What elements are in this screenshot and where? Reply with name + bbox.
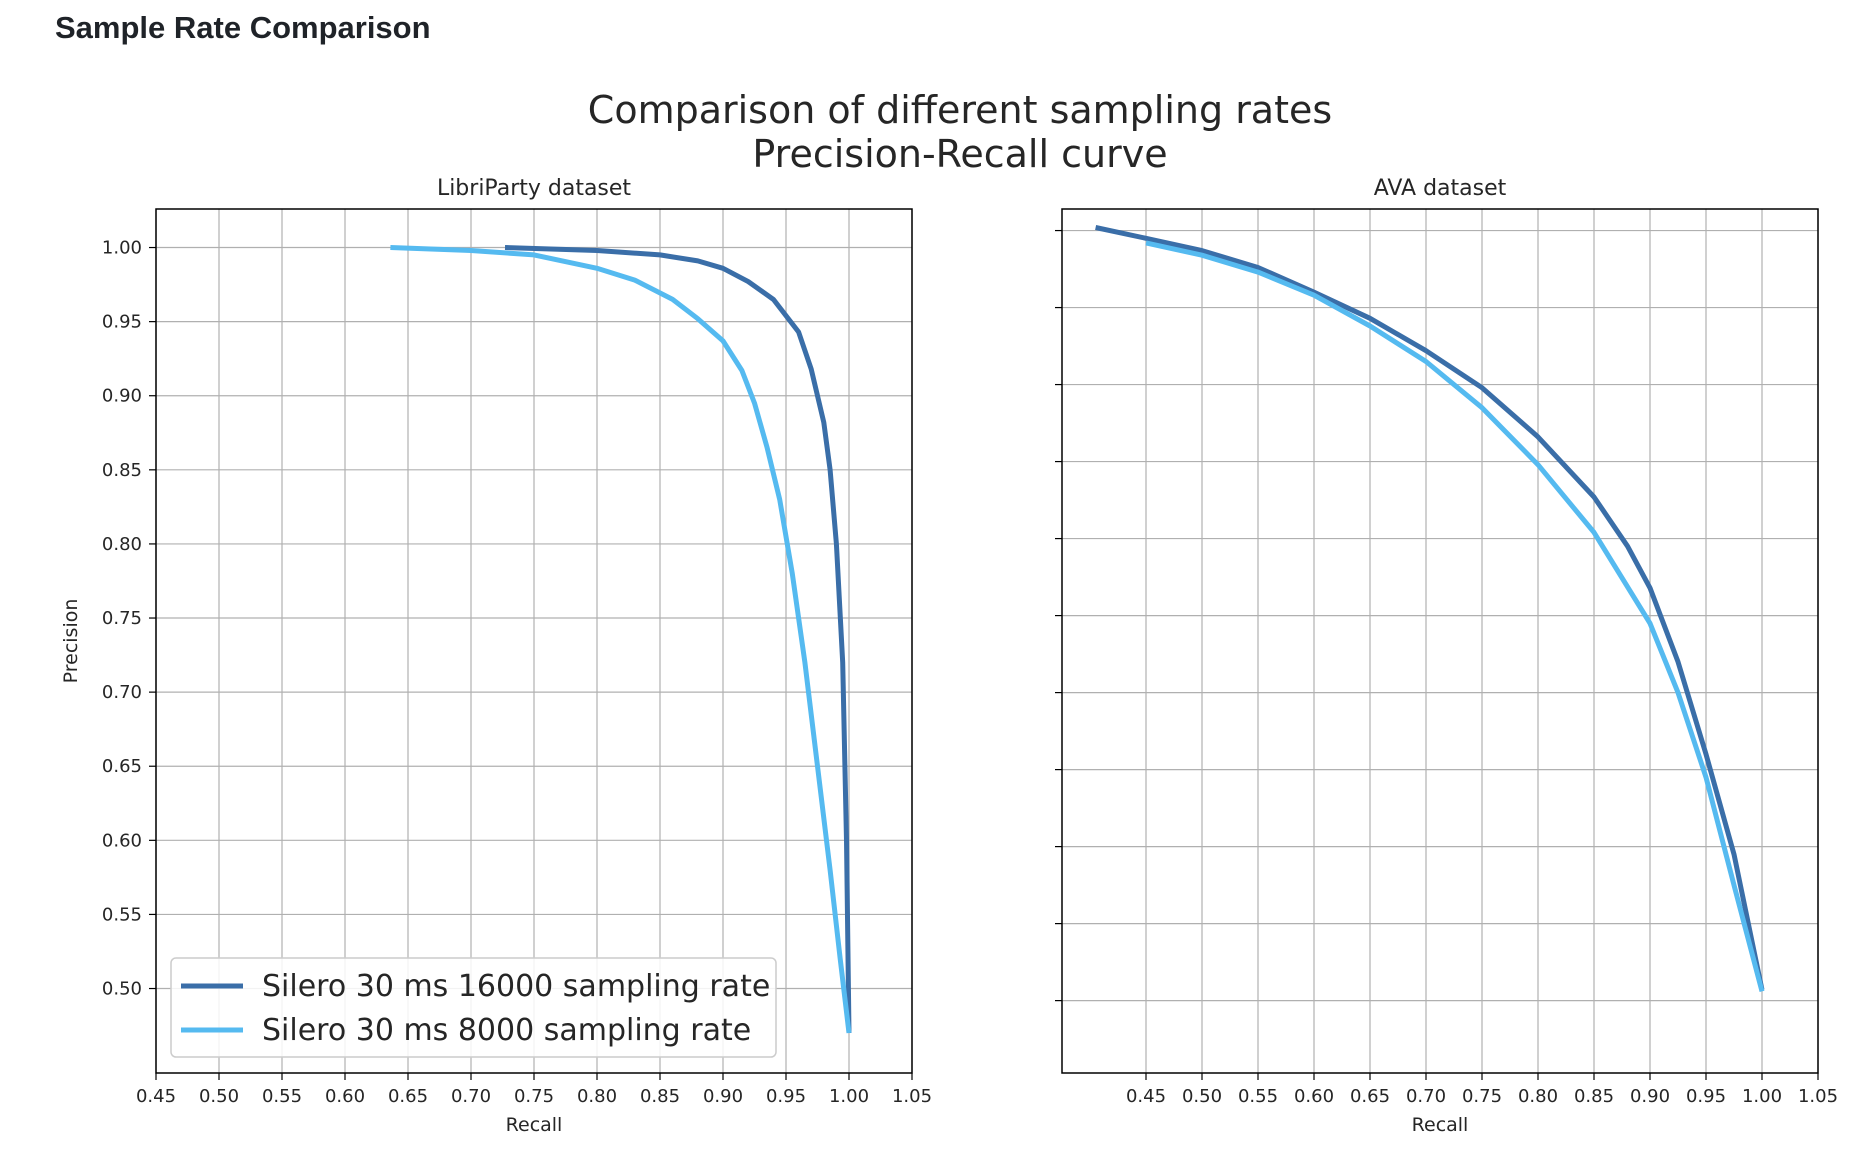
x-tick-label: 0.55 <box>262 1086 302 1107</box>
series-line <box>1145 240 1765 993</box>
x-tick-label: 0.60 <box>1294 1086 1334 1107</box>
x-tick-label: 0.80 <box>577 1086 617 1107</box>
y-tick-label: 0.65 <box>102 756 142 777</box>
y-tick-label: 0.95 <box>102 312 142 333</box>
x-tick-label: 0.65 <box>1350 1086 1390 1107</box>
y-tick-label: 0.75 <box>102 608 142 629</box>
x-tick-label: 1.05 <box>1798 1086 1838 1107</box>
x-tick-label: 0.85 <box>1574 1086 1614 1107</box>
x-tick-label: 0.65 <box>388 1086 428 1107</box>
legend-label: Silero 30 ms 16000 sampling rate <box>262 969 770 1004</box>
y-tick-label: 0.55 <box>102 904 142 925</box>
y-tick-label: 0.85 <box>102 460 142 481</box>
series-line <box>504 245 852 1034</box>
y-tick-label: 1.00 <box>102 238 142 259</box>
x-tick-label: 0.45 <box>1126 1086 1166 1107</box>
y-tick-label: 0.50 <box>102 979 142 1000</box>
x-tick-label: 0.90 <box>703 1086 743 1107</box>
x-axis-label: Recall <box>1412 1114 1469 1136</box>
x-tick-label: 0.70 <box>1406 1086 1446 1107</box>
x-tick-label: 0.70 <box>451 1086 491 1107</box>
figure-title-line1: Comparison of different sampling rates <box>588 88 1332 132</box>
axes-title: AVA dataset <box>1374 176 1507 201</box>
y-tick-label: 0.80 <box>102 534 142 555</box>
y-tick-label: 0.70 <box>102 682 142 703</box>
x-tick-label: 0.80 <box>1518 1086 1558 1107</box>
axes-title: LibriParty dataset <box>437 176 631 201</box>
y-tick-label: 0.90 <box>102 386 142 407</box>
y-tick-label: 0.60 <box>102 830 142 851</box>
x-tick-label: 0.85 <box>640 1086 680 1107</box>
figure-title-line2: Precision-Recall curve <box>752 132 1167 176</box>
axes-frame <box>155 208 913 1074</box>
page-heading: Sample Rate Comparison <box>55 10 431 45</box>
x-tick-label: 0.45 <box>136 1086 176 1107</box>
x-tick-label: 1.00 <box>1742 1086 1782 1107</box>
x-tick-label: 0.95 <box>766 1086 806 1107</box>
legend: Silero 30 ms 16000 sampling rate Silero 3… <box>170 957 777 1058</box>
legend-label: Silero 30 ms 8000 sampling rate <box>262 1013 751 1048</box>
series-line <box>390 245 852 1034</box>
x-axis-label: Recall <box>506 1114 563 1136</box>
legend-box <box>170 957 777 1058</box>
series-line <box>1095 225 1765 991</box>
x-tick-label: 0.55 <box>1238 1086 1278 1107</box>
ava-plot: 0.45 0.50 0.55 0.60 0.65 0.70 0.75 0.80 0.85 0.90… <box>1055 176 1838 1136</box>
x-tick-label: 0.75 <box>1462 1086 1502 1107</box>
x-tick-label: 1.05 <box>892 1086 932 1107</box>
x-tick-label: 0.95 <box>1686 1086 1726 1107</box>
libriparty-plot: 0.45 0.50 0.55 0.60 0.65 0.70 0.75 0.80 0.85 0.90… <box>60 176 932 1136</box>
y-axis-label: Precision <box>60 599 82 684</box>
x-tick-label: 0.50 <box>1182 1086 1222 1107</box>
axes-frame <box>1061 208 1819 1074</box>
x-tick-label: 1.00 <box>829 1086 869 1107</box>
x-tick-label: 0.60 <box>325 1086 365 1107</box>
x-tick-label: 0.90 <box>1630 1086 1670 1107</box>
x-tick-label: 0.75 <box>514 1086 554 1107</box>
x-tick-label: 0.50 <box>199 1086 239 1107</box>
